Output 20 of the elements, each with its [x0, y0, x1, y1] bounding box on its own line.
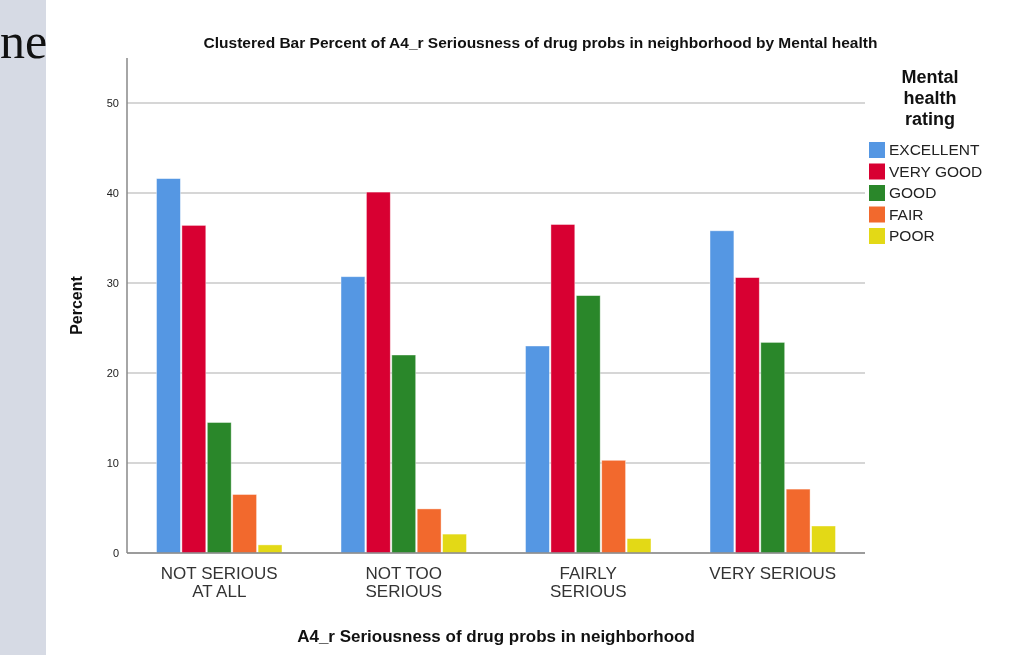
legend-label: GOOD: [889, 184, 937, 202]
y-tick-label: 50: [106, 96, 119, 109]
y-tick-label: 40: [106, 186, 119, 199]
y-tick-label: 10: [106, 456, 119, 469]
x-tick-label: NOT TOO SERIOUS: [365, 564, 443, 601]
legend-label: POOR: [889, 227, 935, 245]
y-axis-title: Percent: [68, 275, 85, 335]
legend-label: FAIR: [889, 205, 924, 223]
y-tick-label: 30: [106, 276, 119, 289]
y-tick-label: 20: [106, 366, 119, 379]
x-tick-label: FAIRLY SERIOUS: [549, 564, 627, 601]
legend-title: Mental health rating: [901, 67, 959, 129]
y-tick-label: 0: [112, 546, 119, 559]
chart-title: Clustered Bar Percent of A4_r Seriousness of drug probs in neighborhood by Mental health: [203, 34, 878, 51]
x-tick-label: VERY SERIOUS: [709, 564, 837, 583]
text: ne: [0, 13, 48, 69]
legend-label: EXCELLENT: [889, 141, 980, 159]
legend-label: VERY GOOD: [889, 162, 983, 180]
x-axis-title: A4_r Seriousness of drug probs in neighborhood: [297, 627, 695, 646]
x-tick-label: NOT SERIOUS AT ALL: [160, 564, 278, 601]
